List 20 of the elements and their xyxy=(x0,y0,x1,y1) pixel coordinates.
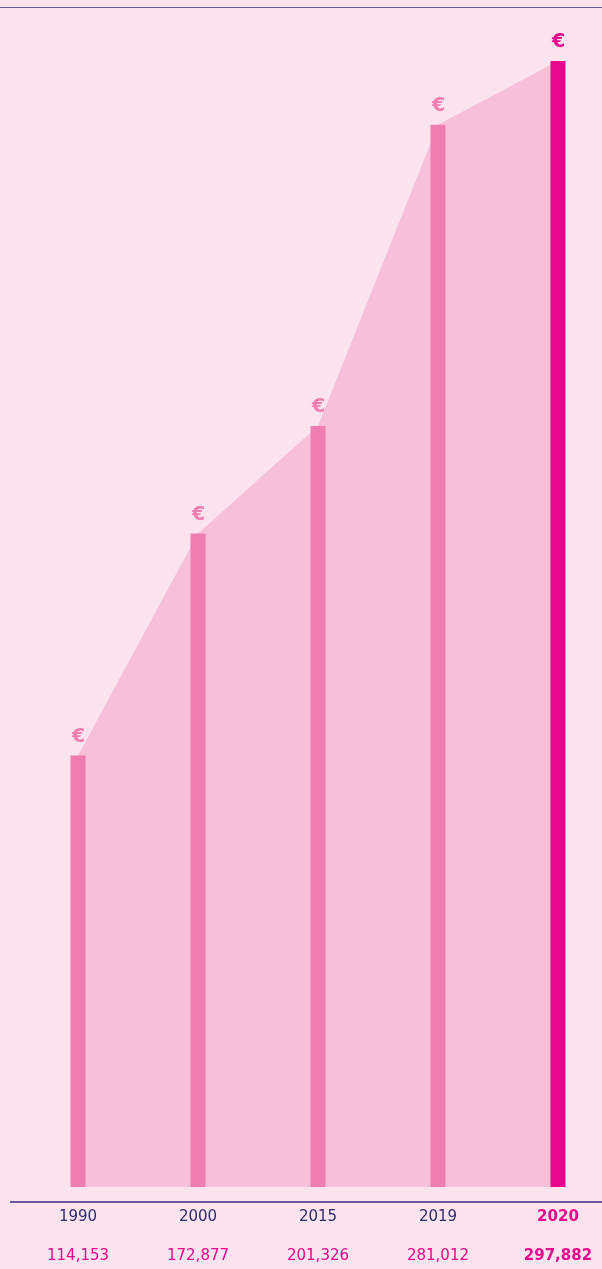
x-tick-label: 1990 xyxy=(58,1206,98,1225)
data-label: 172,877 xyxy=(166,1245,230,1264)
x-tick-label: 2019 xyxy=(418,1206,458,1225)
bar xyxy=(190,533,206,1187)
annotation: € xyxy=(551,29,566,51)
data-label: 201,326 xyxy=(286,1245,350,1264)
x-tick-label: 2015 xyxy=(298,1206,338,1225)
annotation: € xyxy=(311,394,326,416)
bar xyxy=(430,124,446,1187)
data-label: 281,012 xyxy=(406,1245,469,1264)
x-tick-label: 2020 xyxy=(537,1206,579,1225)
x-tick-label: 2000 xyxy=(178,1206,218,1225)
bar xyxy=(70,755,86,1187)
annotation: € xyxy=(431,93,446,115)
annotation: € xyxy=(191,502,206,524)
bar xyxy=(550,61,566,1187)
data-label: 114,153 xyxy=(47,1245,110,1264)
annotation: € xyxy=(71,724,86,746)
bar xyxy=(310,425,326,1187)
data-label: 297,882 xyxy=(523,1245,593,1264)
